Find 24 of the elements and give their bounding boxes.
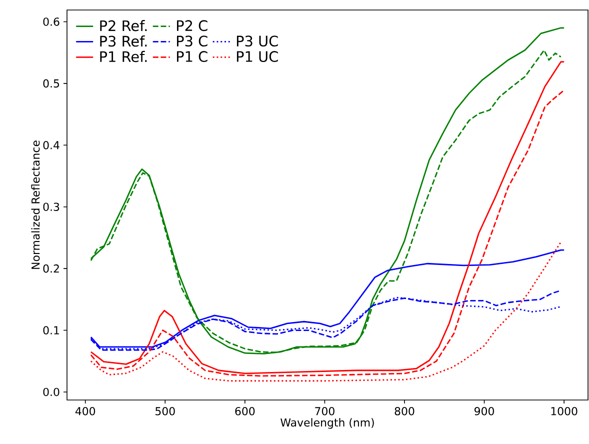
legend-label: P1 UC bbox=[236, 51, 278, 62]
y-tick-label: 0.5 bbox=[43, 79, 60, 88]
y-tick-label: 0.2 bbox=[43, 264, 59, 273]
y-axis-title: Normalized Reflectance bbox=[31, 140, 40, 269]
x-axis-title: Wavelength (nm) bbox=[280, 418, 374, 429]
legend-label: P2 C bbox=[176, 20, 208, 32]
legend-label: P2 Ref. bbox=[100, 20, 147, 32]
legend-label: P3 UC bbox=[236, 36, 278, 47]
x-tick-label: 1000 bbox=[551, 407, 578, 416]
legend-label: P1 C bbox=[176, 51, 208, 62]
y-tick-label: 0.3 bbox=[43, 202, 60, 211]
y-tick-label: 0.6 bbox=[43, 18, 60, 26]
x-tick-label: 500 bbox=[156, 407, 175, 416]
legend-label: P3 C bbox=[176, 36, 208, 47]
x-tick-label: 400 bbox=[75, 407, 96, 416]
legend-label: P3 Ref. bbox=[100, 35, 147, 47]
y-tick-label: 0.4 bbox=[43, 141, 60, 150]
legend-label: P1 Ref. bbox=[100, 50, 147, 62]
x-tick-label: 600 bbox=[235, 407, 255, 416]
x-tick-label: 900 bbox=[474, 407, 494, 416]
y-tick-label: 0.1 bbox=[43, 326, 59, 334]
x-tick-label: 800 bbox=[394, 407, 414, 416]
y-tick-label: 0.0 bbox=[43, 388, 60, 396]
x-tick-label: 700 bbox=[315, 407, 334, 416]
